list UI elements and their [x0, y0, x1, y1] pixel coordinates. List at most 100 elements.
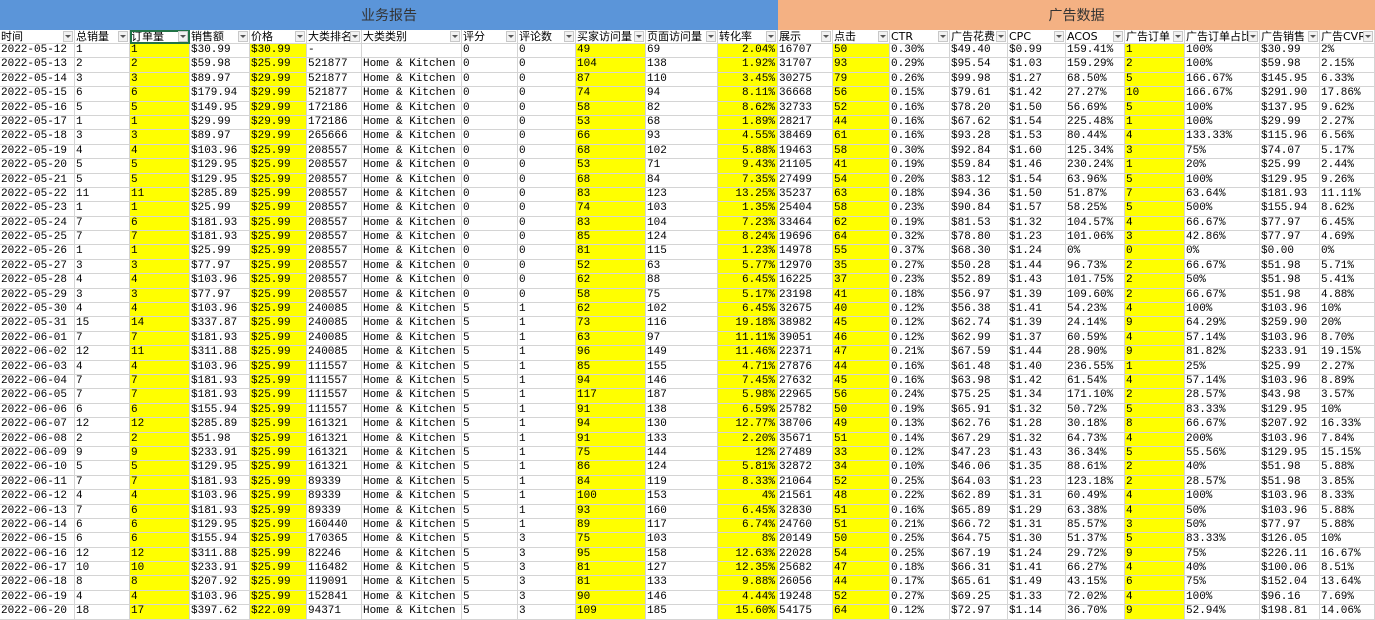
- cell: 3: [518, 533, 576, 548]
- cell: 133: [646, 432, 718, 447]
- cell: 0: [462, 144, 518, 160]
- column-header[interactable]: 广告花费: [950, 30, 1008, 44]
- cell: 4: [130, 274, 190, 289]
- cell: 8.11%: [718, 87, 778, 102]
- column-header[interactable]: 大类类别: [362, 30, 462, 44]
- cell: 93: [576, 504, 646, 519]
- cell: 2022-05-15: [0, 87, 75, 102]
- cell: 53: [576, 115, 646, 131]
- cell: 3: [75, 259, 130, 275]
- column-header[interactable]: 广告订单占比: [1185, 30, 1260, 44]
- column-header[interactable]: 评论数: [518, 30, 576, 44]
- cell: 27876: [778, 360, 833, 375]
- cell: 38469: [778, 130, 833, 145]
- cell: 85: [576, 360, 646, 375]
- cell: 27499: [778, 173, 833, 188]
- cell: 116482: [307, 562, 362, 577]
- column-header[interactable]: 展示: [778, 30, 833, 44]
- cell: 12%: [718, 446, 778, 462]
- cell: $25.99: [250, 504, 307, 519]
- cell: 4: [130, 144, 190, 160]
- cell: 187: [646, 389, 718, 404]
- cell: $77.97: [1260, 518, 1320, 534]
- cell: 64: [833, 231, 890, 246]
- cell: 2022-06-13: [0, 504, 75, 519]
- cell: 124: [646, 461, 718, 476]
- cell: 93: [646, 130, 718, 145]
- cell: 50%: [1185, 518, 1260, 534]
- column-header[interactable]: 转化率: [718, 30, 778, 44]
- cell: $75.25: [950, 389, 1008, 404]
- cell: $89.97: [190, 130, 250, 145]
- column-header[interactable]: 广告CVR: [1320, 30, 1375, 44]
- cell: 2022-05-29: [0, 288, 75, 304]
- column-header[interactable]: 买家访问量: [576, 30, 646, 44]
- cell: $207.92: [1260, 418, 1320, 433]
- cell: 5: [130, 461, 190, 476]
- cell: 208557: [307, 216, 362, 232]
- column-header[interactable]: 页面访问量: [646, 30, 718, 44]
- cell: 2.20%: [718, 432, 778, 447]
- cell: 111557: [307, 389, 362, 404]
- cell: 0: [518, 288, 576, 304]
- cell: $103.96: [1260, 303, 1320, 318]
- cell: 2: [75, 58, 130, 73]
- cell: 81: [576, 576, 646, 591]
- cell: 19696: [778, 231, 833, 246]
- cell: 10: [1125, 87, 1185, 102]
- cell: 3: [130, 130, 190, 145]
- cell: 1.92%: [718, 58, 778, 73]
- cell: 2022-06-15: [0, 533, 75, 548]
- cell: 3: [75, 72, 130, 88]
- cell: 25782: [778, 403, 833, 419]
- cell: 4: [130, 360, 190, 375]
- cell: $51.98: [1260, 288, 1320, 304]
- column-header[interactable]: 销售额: [190, 30, 250, 44]
- cell: 58: [576, 288, 646, 304]
- cell: $126.05: [1260, 533, 1320, 548]
- column-header[interactable]: 点击: [833, 30, 890, 44]
- cell: 88.61%: [1066, 461, 1125, 476]
- column-header[interactable]: CPC: [1008, 30, 1066, 44]
- column-header[interactable]: 价格: [250, 30, 307, 44]
- cell: 89: [576, 518, 646, 534]
- cell: 83.33%: [1185, 533, 1260, 548]
- cell: 0: [518, 58, 576, 73]
- cell: 14978: [778, 245, 833, 260]
- cell: $43.98: [1260, 389, 1320, 404]
- cell: 7: [1125, 187, 1185, 203]
- cell: 51.87%: [1066, 187, 1125, 203]
- cell: 0.14%: [890, 432, 950, 447]
- column-header[interactable]: ACOS: [1066, 30, 1125, 44]
- cell: 20%: [1320, 317, 1375, 332]
- cell: 0: [462, 87, 518, 102]
- column-header[interactable]: 广告订单: [1125, 30, 1185, 44]
- cell: $103.96: [1260, 331, 1320, 347]
- column-header[interactable]: CTR: [890, 30, 950, 44]
- cell: $72.97: [950, 605, 1008, 620]
- cell: 2022-06-05: [0, 389, 75, 404]
- cell: 57.14%: [1185, 374, 1260, 390]
- cell: 2022-05-25: [0, 231, 75, 246]
- cell: 1.89%: [718, 115, 778, 131]
- column-header[interactable]: 评分: [462, 30, 518, 44]
- cell: 208557: [307, 259, 362, 275]
- cell: 5: [75, 159, 130, 174]
- cell: 81.82%: [1185, 346, 1260, 361]
- cell: 83: [576, 216, 646, 232]
- column-header[interactable]: 大类排名: [307, 30, 362, 44]
- column-header[interactable]: 总销量: [75, 30, 130, 44]
- column-header[interactable]: 订单量: [130, 30, 190, 44]
- cell: 84: [576, 475, 646, 491]
- cell: 111557: [307, 403, 362, 419]
- cell: 80.44%: [1066, 130, 1125, 145]
- cell: 1.35%: [718, 202, 778, 217]
- cell: 101.06%: [1066, 231, 1125, 246]
- cell: $52.89: [950, 274, 1008, 289]
- column-header[interactable]: 广告销售: [1260, 30, 1320, 44]
- cell: 66: [576, 130, 646, 145]
- cell: [362, 44, 462, 59]
- column-header[interactable]: 时间: [0, 30, 75, 44]
- cell: 0.15%: [890, 87, 950, 102]
- cell: $77.97: [1260, 216, 1320, 232]
